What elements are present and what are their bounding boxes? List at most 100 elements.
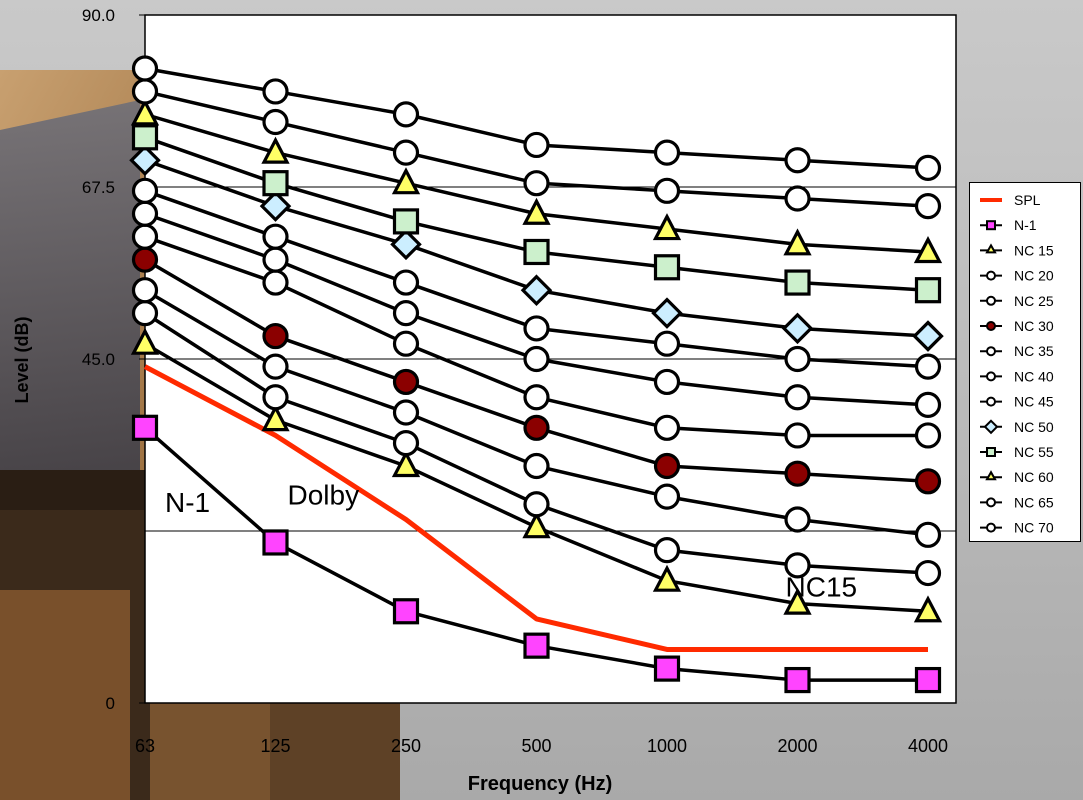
series-nc15-point xyxy=(261,404,290,432)
series-n-1-point xyxy=(914,666,942,694)
series-nc65-point xyxy=(653,177,681,204)
series-nc70-point xyxy=(784,147,811,174)
legend-nc45-swatch-marker xyxy=(986,396,996,407)
legend-nc40-swatch-marker xyxy=(986,371,996,382)
series-nc70-point xyxy=(914,154,942,181)
series-nc55-point xyxy=(653,254,681,281)
series-nc55-point xyxy=(784,269,811,296)
annotation-label: N-1 xyxy=(165,487,210,518)
series-nc30-point xyxy=(131,246,159,273)
legend-nc20-label: NC 20 xyxy=(1014,268,1054,284)
series-nc55-point xyxy=(131,124,159,151)
series-nc45-point xyxy=(914,353,942,380)
series-nc30-point xyxy=(392,368,420,396)
series-nc45-point xyxy=(653,330,681,357)
series-nc45-point xyxy=(392,269,420,296)
series-nc50-point xyxy=(781,312,814,345)
x-tick-label: 500 xyxy=(521,736,551,756)
series-n-1-point xyxy=(131,414,159,441)
series-nc40-point xyxy=(653,368,681,396)
legend-nc70-label: NC 70 xyxy=(1014,520,1054,536)
x-tick-label: 125 xyxy=(260,736,290,756)
legend-nc65-swatch-marker xyxy=(986,497,996,508)
series-nc15-point xyxy=(130,327,160,355)
series-nc35-point xyxy=(784,422,811,449)
series-nc25-point xyxy=(262,353,289,380)
x-tick-label: 250 xyxy=(391,736,421,756)
series-nc60-point xyxy=(652,213,682,241)
x-axis-label: Frequency (Hz) xyxy=(468,773,612,795)
series-n-1-point xyxy=(262,529,289,556)
legend-nc55-label: NC 55 xyxy=(1014,444,1054,460)
series-nc15-point xyxy=(783,587,812,615)
legend-nc45-label: NC 45 xyxy=(1014,394,1054,410)
x-tick-label: 4000 xyxy=(908,736,948,756)
series-nc40-point xyxy=(523,345,550,373)
legend-svg: SPL N-1 NC 15 NC 20 NC 25 NC 30 NC 35 NC 40 NC 4… xyxy=(980,192,1054,536)
legend-nc25-swatch-marker xyxy=(986,295,996,306)
series-nc35-point xyxy=(523,384,550,411)
series-nc40-point xyxy=(131,200,159,227)
series-nc60-point xyxy=(522,197,551,225)
legend-nc30-label: NC 30 xyxy=(1014,318,1054,334)
series-nc30-point xyxy=(784,460,811,487)
legend-nc35-swatch-marker xyxy=(986,346,996,357)
series-nc25-point xyxy=(653,483,681,510)
series-nc35-point xyxy=(131,223,159,250)
series-nc60-point xyxy=(783,228,812,256)
series-nc50-point xyxy=(520,274,553,306)
series-nc40-point xyxy=(914,391,942,418)
legend-nc15-swatch-marker xyxy=(985,243,997,254)
series-nc35-point xyxy=(914,422,942,449)
series-nc20-point xyxy=(131,300,159,327)
series-nc45-point xyxy=(523,315,550,342)
series-nc25-point xyxy=(784,506,811,533)
series-nc45-point xyxy=(784,345,811,373)
legend-nc15-label: NC 15 xyxy=(1014,242,1054,258)
series-nc35-point xyxy=(653,414,681,441)
series-nc35-point xyxy=(262,269,289,296)
series-nc60-point xyxy=(913,236,943,264)
series-nc65-point xyxy=(784,185,811,212)
legend-nc60-swatch-marker xyxy=(985,470,997,481)
series-nc55-point xyxy=(262,170,289,197)
series-nc55-point xyxy=(914,277,942,304)
series-nc20-point xyxy=(784,552,811,579)
series-nc70-point xyxy=(392,101,420,128)
series-nc70-point xyxy=(262,78,289,105)
series-nc50-point xyxy=(259,190,292,222)
legend-n-1-label: N-1 xyxy=(1014,217,1037,233)
legend-nc40-label: NC 40 xyxy=(1014,368,1054,384)
x-tick-label: 1000 xyxy=(647,736,687,756)
legend-nc55-swatch-marker xyxy=(986,447,996,457)
series-nc50-point xyxy=(390,228,422,261)
series-nc40-point xyxy=(784,384,811,411)
series-nc20-point xyxy=(523,491,550,518)
series-nc60-point xyxy=(261,136,290,164)
legend: SPL N-1 NC 15 NC 20 NC 25 NC 30 NC 35 NC 40 NC 4… xyxy=(969,182,1081,542)
y-tick-label: 45.0 xyxy=(82,350,115,369)
series-nc70-point xyxy=(653,139,681,166)
series-nc25-point xyxy=(131,277,159,304)
series-nc35-point xyxy=(392,330,420,357)
series-nc70-point xyxy=(131,55,159,82)
y-tick-label: 67.5 xyxy=(82,178,115,197)
legend-nc70-swatch-marker xyxy=(986,522,996,533)
series-nc15-point xyxy=(522,511,551,539)
series-nc20-point xyxy=(914,559,942,587)
series-nc65-point xyxy=(523,170,550,197)
series-nc55-point xyxy=(392,208,420,235)
series-nc60-point xyxy=(130,98,160,126)
series-nc65-point xyxy=(131,78,159,105)
series-nc50-point xyxy=(912,320,944,352)
legend-nc50-label: NC 50 xyxy=(1014,419,1054,435)
series-n-1-point xyxy=(392,598,420,625)
series-nc40-point xyxy=(392,300,420,327)
annotation-label: NC15 xyxy=(786,571,858,602)
series-spl-line xyxy=(143,364,928,652)
series-nc65-point xyxy=(392,139,420,166)
series-nc30-point xyxy=(653,452,681,480)
legend-nc25-label: NC 25 xyxy=(1014,293,1054,309)
series-nc70-point xyxy=(523,131,550,159)
